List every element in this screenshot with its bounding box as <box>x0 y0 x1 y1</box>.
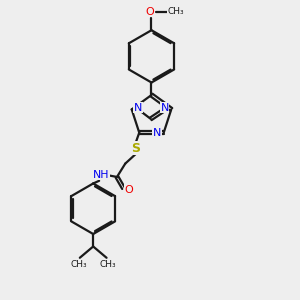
Text: O: O <box>124 185 133 195</box>
Text: CH₃: CH₃ <box>100 260 116 269</box>
Text: CH₃: CH₃ <box>70 260 87 269</box>
Text: N: N <box>153 128 161 138</box>
Text: N: N <box>134 103 142 113</box>
Text: NH: NH <box>93 170 110 180</box>
Text: N: N <box>160 103 169 113</box>
Text: O: O <box>146 7 154 17</box>
Text: CH₃: CH₃ <box>167 7 184 16</box>
Text: S: S <box>131 142 140 154</box>
